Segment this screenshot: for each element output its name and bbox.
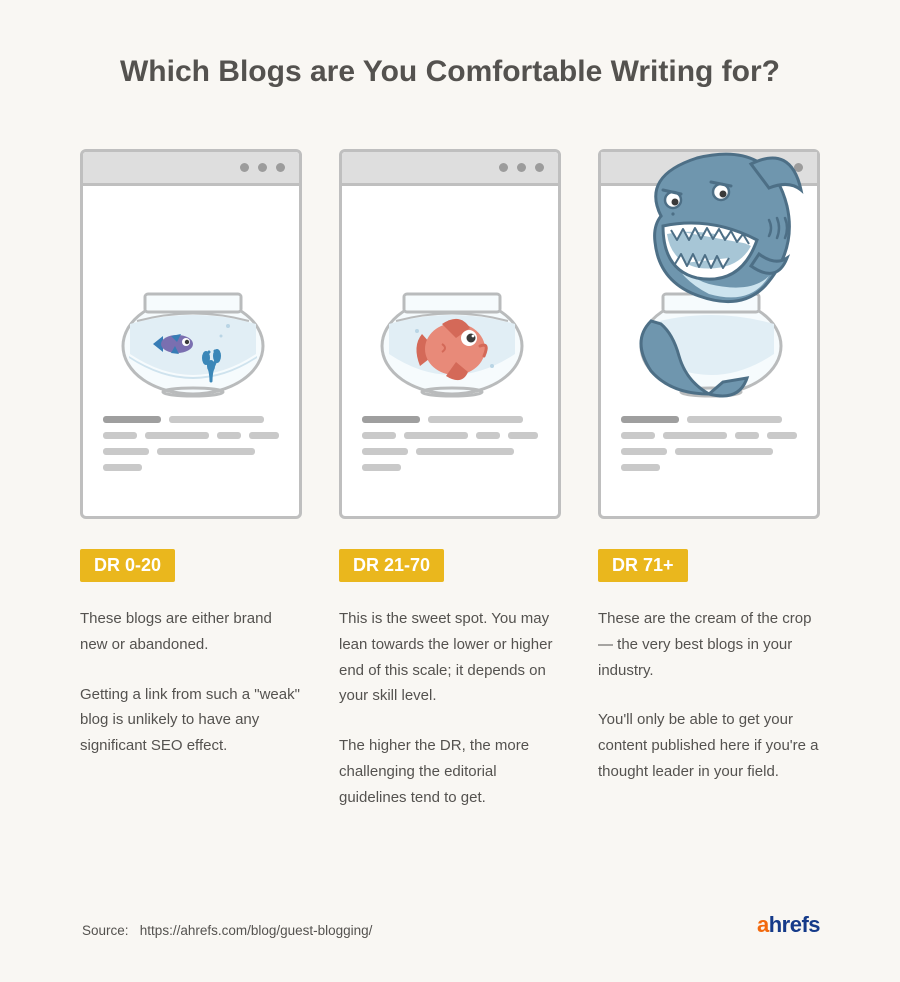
source-label: Source:: [82, 923, 129, 938]
browser-header: [83, 152, 299, 186]
window-dot-icon: [535, 163, 544, 172]
window-dot-icon: [276, 163, 285, 172]
illustration-shark: [601, 186, 817, 406]
description: These blogs are either brand new or aban…: [80, 606, 302, 759]
browser-card: [80, 149, 302, 519]
dr-badge: DR 71+: [598, 549, 688, 582]
source: Source: https://ahrefs.com/blog/guest-bl…: [82, 923, 372, 938]
paragraph: The higher the DR, the more challenging …: [339, 733, 561, 810]
window-dot-icon: [258, 163, 267, 172]
brand-logo: ahrefs: [757, 912, 820, 938]
brand-a: a: [757, 912, 769, 937]
paragraph: These are the cream of the crop — the ve…: [598, 606, 820, 683]
dr-badge: DR 21-70: [339, 549, 444, 582]
browser-header: [342, 152, 558, 186]
source-url: https://ahrefs.com/blog/guest-blogging/: [140, 923, 373, 938]
column-shark: DR 71+ These are the cream of the crop —…: [598, 149, 820, 835]
page-title: Which Blogs are You Comfortable Writing …: [80, 55, 820, 89]
window-dot-icon: [499, 163, 508, 172]
description: This is the sweet spot. You may lean tow…: [339, 606, 561, 811]
paragraph: Getting a link from such a "weak" blog i…: [80, 682, 302, 759]
placeholder-lines: [83, 406, 299, 500]
cards-row: DR 0-20 These blogs are either brand new…: [80, 149, 820, 835]
paragraph: These blogs are either brand new or aban…: [80, 606, 302, 658]
column-small-fish: DR 0-20 These blogs are either brand new…: [80, 149, 302, 835]
browser-card: [598, 149, 820, 519]
brand-rest: hrefs: [769, 912, 820, 937]
footer: Source: https://ahrefs.com/blog/guest-bl…: [82, 912, 820, 938]
column-big-fish: DR 21-70 This is the sweet spot. You may…: [339, 149, 561, 835]
window-dot-icon: [240, 163, 249, 172]
paragraph: This is the sweet spot. You may lean tow…: [339, 606, 561, 709]
description: These are the cream of the crop — the ve…: [598, 606, 820, 785]
window-dot-icon: [517, 163, 526, 172]
placeholder-lines: [342, 406, 558, 500]
illustration-small-fish: [83, 186, 299, 406]
placeholder-lines: [601, 406, 817, 500]
illustration-big-fish: [342, 186, 558, 406]
paragraph: You'll only be able to get your content …: [598, 707, 820, 784]
dr-badge: DR 0-20: [80, 549, 175, 582]
browser-card: [339, 149, 561, 519]
